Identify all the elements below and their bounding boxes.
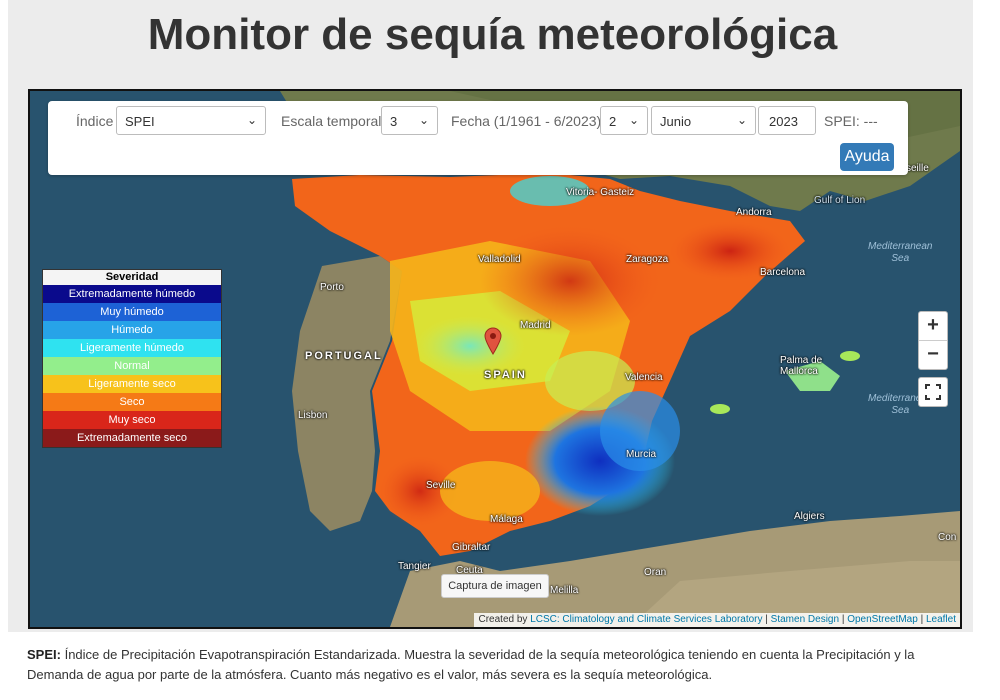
place-ceuta-label: Ceuta	[456, 565, 483, 576]
zoom-in-button[interactable]: +	[927, 314, 939, 336]
place-melilla-label: Melilla	[550, 585, 579, 596]
zoom-divider	[919, 340, 947, 341]
capture-image-button[interactable]: Captura de imagen	[441, 574, 549, 598]
chevron-down-icon: ⌄	[418, 113, 429, 127]
legend-item: Ligeramente seco	[43, 375, 221, 393]
country-spain-label: SPAIN	[484, 369, 527, 381]
index-select-value: SPEI	[125, 114, 155, 129]
place-vitoria-label: Vitoria- Gasteiz	[566, 187, 635, 198]
attribution-stamen-link[interactable]: Stamen Design	[770, 614, 840, 625]
legend-item: Extremadamente húmedo	[43, 285, 221, 303]
place-andorra-label: Andorra	[736, 207, 772, 218]
place-oran-label: Oran	[644, 567, 667, 578]
place-gibraltar-label: Gibraltar	[452, 542, 491, 553]
place-zaragoza-label: Zaragoza	[626, 254, 669, 265]
date-label: Fecha (1/1961 - 6/2023)	[451, 113, 602, 129]
year-input-value: 2023	[769, 114, 798, 129]
month-select-value: Junio	[660, 114, 692, 129]
place-valencia-label: Valencia	[625, 372, 663, 383]
description: SPEI: Índice de Precipitación Evapotrans…	[27, 645, 962, 685]
place-valladolid-label: Valladolid	[478, 254, 521, 265]
attribution-lcsc-link[interactable]: LCSC: Climatology and Climate Services L…	[530, 614, 763, 625]
legend-item: Normal	[43, 357, 221, 375]
place-tangier-label: Tangier	[398, 561, 431, 572]
legend-item: Muy seco	[43, 411, 221, 429]
place-palma-label: Palma de Mallorca	[780, 355, 823, 377]
place-algiers-label: Algiers	[794, 511, 825, 522]
scale-label: Escala temporal	[281, 113, 382, 129]
place-porto-label: Porto	[320, 282, 344, 293]
year-input[interactable]: 2023	[758, 106, 816, 135]
legend-item: Ligeramente húmedo	[43, 339, 221, 357]
fullscreen-icon	[925, 384, 941, 400]
legend-item: Muy húmedo	[43, 303, 221, 321]
day-select-value: 2	[609, 114, 617, 129]
scale-select[interactable]: 3 ⌄	[381, 106, 438, 135]
map-viewport[interactable]: Vitoria- Gasteiz Andorra Gulf of Lion se…	[28, 89, 962, 629]
legend-item: Seco	[43, 393, 221, 411]
zoom-control: + −	[918, 311, 948, 370]
page-title: Monitor de sequía meteorológica	[147, 10, 838, 59]
place-gulf-of-lion-label: Gulf of Lion	[814, 195, 866, 206]
help-button[interactable]: Ayuda	[840, 143, 894, 171]
zoom-out-button[interactable]: −	[927, 343, 939, 365]
map-attribution: Created by LCSC: Climatology and Climate…	[474, 613, 960, 627]
controls-panel: Índice SPEI ⌄ Escala temporal 3 ⌄ Fecha …	[48, 101, 908, 175]
chevron-down-icon: ⌄	[246, 113, 257, 127]
index-label: Índice	[76, 113, 114, 129]
place-con-label: Con	[938, 532, 957, 543]
place-murcia-label: Murcia	[626, 449, 657, 460]
description-text: Índice de Precipitación Evapotranspiraci…	[27, 647, 915, 682]
severity-legend: Severidad Extremadamente húmedo Muy húme…	[42, 269, 222, 448]
place-seville-label: Seville	[426, 480, 456, 491]
legend-item: Húmedo	[43, 321, 221, 339]
place-madrid-label: Madrid	[520, 320, 551, 331]
description-term: SPEI:	[27, 647, 61, 662]
country-portugal-label: PORTUGAL	[305, 350, 383, 362]
sea-mediterranean-label-2: Mediterranean Sea	[868, 393, 933, 416]
chevron-down-icon: ⌄	[736, 113, 747, 127]
location-pin-icon[interactable]	[484, 327, 502, 360]
attribution-osm-link[interactable]: OpenStreetMap	[847, 614, 918, 625]
place-marseille-label: seille	[906, 163, 929, 174]
chevron-down-icon: ⌄	[628, 113, 639, 127]
attribution-prefix: Created by	[478, 614, 528, 625]
attribution-leaflet-link[interactable]: Leaflet	[925, 614, 956, 625]
day-select[interactable]: 2 ⌄	[600, 106, 648, 135]
place-barcelona-label: Barcelona	[760, 267, 806, 278]
month-select[interactable]: Junio ⌄	[651, 106, 756, 135]
legend-item: Extremadamente seco	[43, 429, 221, 447]
legend-title: Severidad	[43, 270, 221, 285]
place-malaga-label: Málaga	[490, 514, 523, 525]
sea-mediterranean-label-1: Mediterranean Sea	[868, 241, 933, 264]
scale-select-value: 3	[390, 114, 398, 129]
index-select[interactable]: SPEI ⌄	[116, 106, 266, 135]
place-lisbon-label: Lisbon	[298, 410, 328, 421]
fullscreen-button[interactable]	[918, 377, 948, 407]
spei-readout: SPEI: ---	[824, 113, 878, 129]
